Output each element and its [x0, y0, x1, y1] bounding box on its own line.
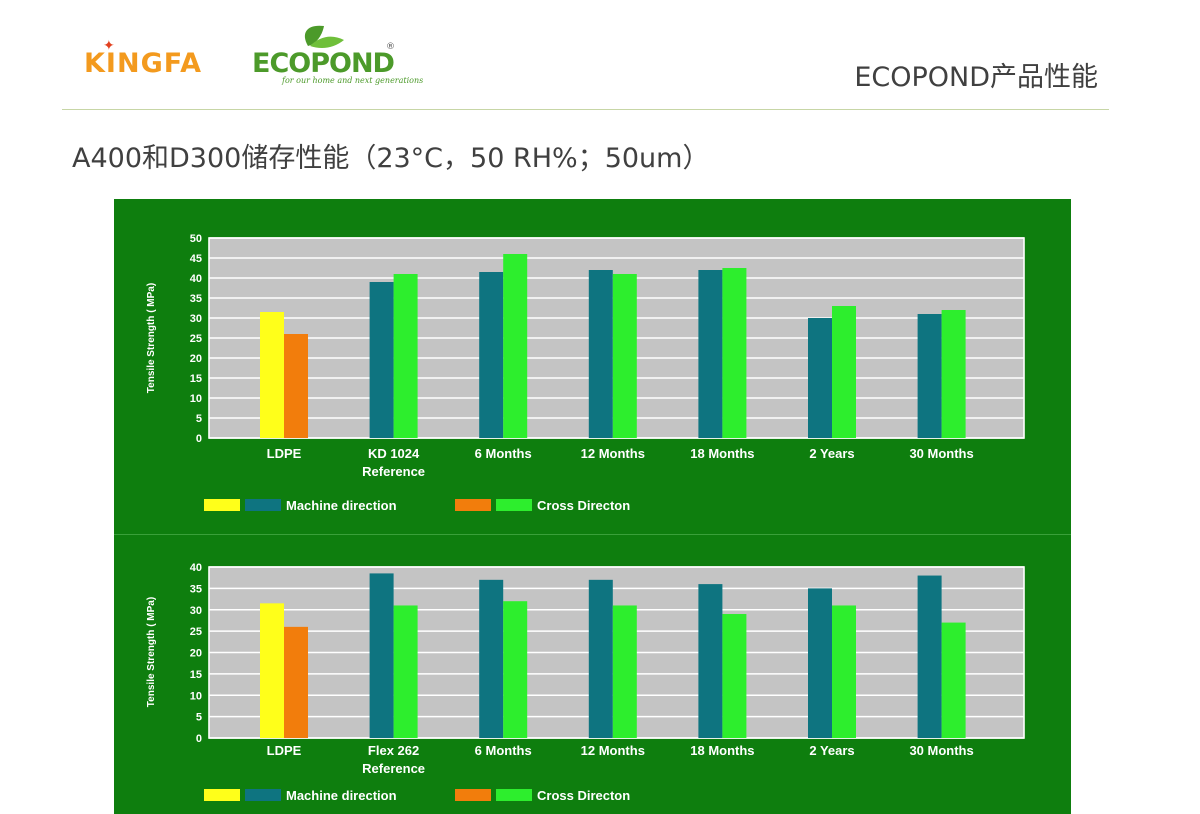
legend-label-cross-direction: Cross Directon [537, 498, 630, 513]
bar-cross-direction [393, 605, 418, 738]
header-title: ECOPOND产品性能 [854, 62, 1098, 93]
bar-cross-direction [722, 614, 747, 738]
bar-machine-direction [808, 318, 832, 438]
leaf-icon [304, 25, 344, 48]
x-tick-label: 30 Months [909, 446, 973, 461]
header-divider [62, 109, 1109, 110]
bar-machine-direction [917, 314, 942, 438]
legend-swatch-ldpe-cd [455, 789, 491, 801]
y-tick-label: 30 [190, 313, 202, 325]
x-tick-label: 2 Years [809, 743, 854, 758]
bar-machine-direction [917, 575, 942, 738]
x-tick-label: 12 Months [581, 446, 645, 461]
legend-swatch-eco-cd [496, 499, 532, 511]
legend-label-machine-direction: Machine direction [286, 498, 397, 513]
y-axis-label: Tensile Strength ( MPa) [146, 283, 157, 393]
bar-cross-direction [612, 274, 637, 438]
bar-machine-direction [479, 272, 504, 438]
x-tick-label: 18 Months [690, 743, 754, 758]
y-tick-label: 45 [190, 253, 202, 265]
bar-cross-direction [722, 268, 747, 438]
bar-machine-direction [588, 579, 613, 738]
bar-machine-direction [698, 584, 723, 738]
bar-machine-direction [369, 282, 394, 438]
x-tick-label: 2 Years [809, 446, 854, 461]
y-tick-label: 20 [190, 353, 202, 365]
bar-machine-direction [479, 579, 504, 738]
bar-cross-direction [503, 254, 528, 438]
ecopond-tagline: for our home and next generations [282, 76, 424, 85]
bar-machine-direction [808, 588, 832, 738]
y-tick-label: 20 [190, 648, 202, 660]
x-tick-label: Flex 262 [368, 743, 419, 758]
bar-machine-direction [260, 603, 284, 738]
y-axis-label: Tensile Strength ( MPa) [146, 597, 157, 707]
y-tick-label: 35 [190, 293, 202, 305]
bar-cross-direction [393, 274, 418, 438]
y-tick-label: 50 [190, 233, 202, 245]
legend-swatch-eco-md [245, 789, 281, 801]
y-tick-label: 10 [190, 690, 202, 702]
y-tick-label: 15 [190, 669, 202, 681]
bar-cross-direction [832, 605, 856, 738]
legend-swatch-eco-md [245, 499, 281, 511]
bar-cross-direction [941, 622, 966, 738]
chart-divider [114, 534, 1071, 535]
legend-label-machine-direction: Machine direction [286, 788, 397, 803]
y-tick-label: 0 [196, 733, 202, 745]
ecopond-logo: ECOPOND ® for our home and next generati… [250, 22, 423, 92]
legend-swatch-ldpe-md [204, 499, 240, 511]
bar-cross-direction [503, 601, 528, 738]
y-tick-label: 30 [190, 605, 202, 617]
bar-cross-direction [612, 605, 637, 738]
star-icon: ✦ [103, 38, 116, 54]
x-tick-label: 6 Months [475, 743, 532, 758]
x-tick-label: Reference [362, 761, 425, 776]
bar-machine-direction [698, 270, 723, 438]
bar-machine-direction [369, 573, 394, 738]
y-tick-label: 40 [190, 562, 202, 574]
x-tick-label: KD 1024 [368, 446, 420, 461]
y-tick-label: 25 [190, 626, 202, 638]
registered-mark: ® [386, 42, 395, 52]
bar-cross-direction [941, 310, 966, 438]
legend-swatch-ldpe-md [204, 789, 240, 801]
y-tick-label: 40 [190, 273, 202, 285]
y-tick-label: 10 [190, 393, 202, 405]
x-tick-label: 6 Months [475, 446, 532, 461]
y-tick-label: 5 [196, 712, 202, 724]
y-tick-label: 15 [190, 373, 202, 385]
legend-label-cross-direction: Cross Directon [537, 788, 630, 803]
bar-machine-direction [260, 312, 284, 438]
bar-cross-direction [284, 626, 308, 738]
page-title: A400和D300储存性能（23°C，50 RH%；50um） [72, 143, 710, 174]
legend-swatch-eco-cd [496, 789, 532, 801]
legend-swatch-ldpe-cd [455, 499, 491, 511]
y-tick-label: 5 [196, 413, 202, 425]
kingfa-logo: KINGFA ✦ [84, 38, 202, 79]
bar-cross-direction [284, 334, 308, 438]
slide-header: KINGFA ✦ ECOPOND ® for our home and next… [0, 0, 1200, 112]
kingfa-logo-text: KINGFA [84, 48, 202, 79]
bar-cross-direction [832, 306, 856, 438]
x-tick-label: 18 Months [690, 446, 754, 461]
y-tick-label: 35 [190, 583, 202, 595]
x-tick-label: LDPE [267, 743, 302, 758]
y-tick-label: 0 [196, 433, 202, 445]
x-tick-label: 30 Months [909, 743, 973, 758]
ecopond-logo-text: ECOPOND [252, 48, 395, 79]
x-tick-label: 12 Months [581, 743, 645, 758]
x-tick-label: LDPE [267, 446, 302, 461]
y-tick-label: 25 [190, 333, 202, 345]
x-tick-label: Reference [362, 464, 425, 479]
bar-machine-direction [588, 270, 613, 438]
